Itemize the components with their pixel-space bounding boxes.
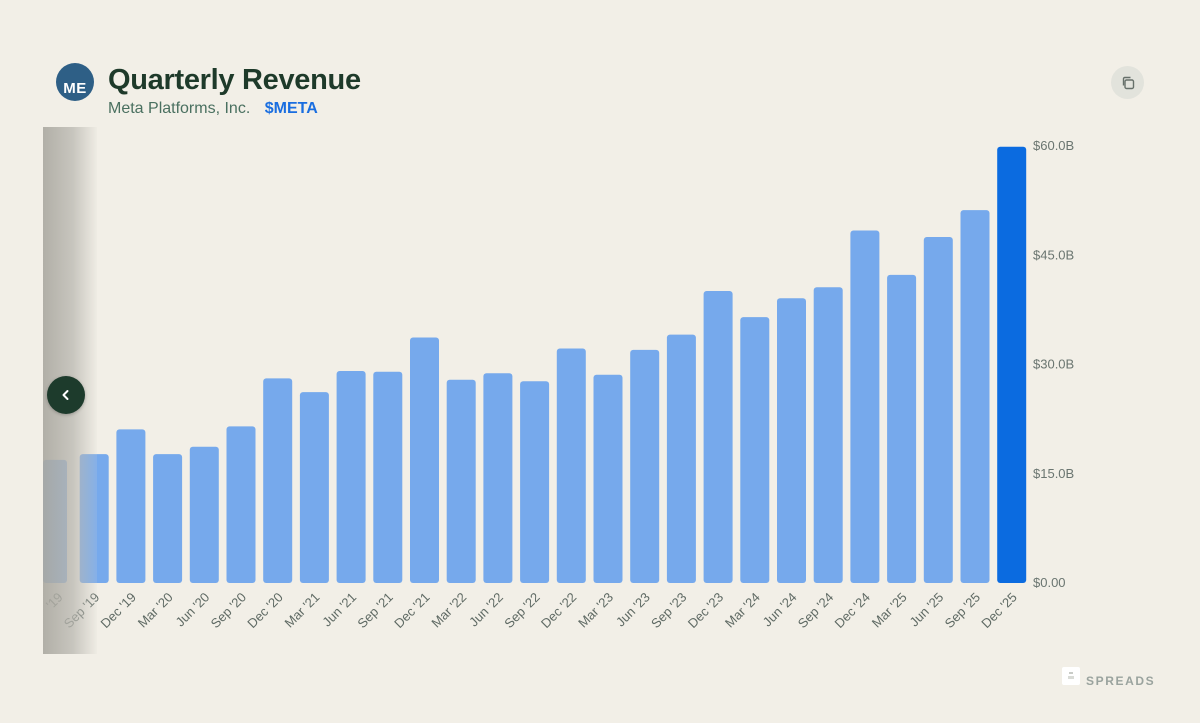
brand-logo — [1062, 667, 1080, 685]
x-tick-label: Mar '21 — [282, 590, 323, 631]
bar[interactable] — [43, 459, 67, 583]
x-tick-label: Dec '21 — [391, 590, 432, 631]
x-tick-label: Jun '25 — [906, 590, 946, 630]
x-tick-label: Sep '19 — [61, 590, 102, 631]
x-tick-label: Sep '20 — [208, 590, 249, 631]
bar[interactable] — [116, 429, 146, 583]
x-tick-label: Jun '22 — [466, 590, 506, 630]
x-tick-label: Jun '23 — [613, 590, 653, 630]
x-tick-label: Dec '20 — [244, 590, 285, 631]
bar[interactable] — [446, 379, 476, 583]
bar[interactable] — [997, 146, 1027, 583]
bar[interactable] — [960, 210, 990, 584]
bar[interactable] — [593, 374, 623, 583]
x-tick-label: Mar '25 — [869, 590, 910, 631]
x-tick-label: '19 — [43, 590, 66, 613]
y-tick-label: $0.00 — [1033, 575, 1066, 590]
x-tick-label: Sep '24 — [795, 590, 836, 631]
bar[interactable] — [483, 373, 513, 583]
x-tick-label: Dec '24 — [832, 590, 873, 631]
x-tick-label: Sep '21 — [354, 590, 395, 631]
bar[interactable] — [887, 274, 917, 583]
x-tick-label: Dec '23 — [685, 590, 726, 631]
y-tick-label: $15.0B — [1033, 466, 1074, 481]
x-tick-label: Mar '22 — [428, 590, 469, 631]
bar[interactable] — [410, 337, 439, 583]
bar[interactable] — [740, 317, 770, 583]
bar[interactable] — [666, 334, 696, 583]
x-tick-label: Sep '23 — [648, 590, 689, 631]
x-tick-label: Jun '21 — [319, 590, 359, 630]
y-tick-label: $45.0B — [1033, 247, 1074, 262]
x-tick-label: Mar '20 — [135, 590, 176, 631]
x-tick-label: Dec '19 — [98, 590, 139, 631]
bar[interactable] — [79, 454, 109, 583]
ticker-symbol: $META — [264, 100, 318, 117]
x-tick-label: Sep '25 — [942, 590, 983, 631]
copy-icon — [1122, 76, 1134, 89]
brand-watermark: SPREADS — [1062, 664, 1155, 688]
x-tick-label: Jun '24 — [760, 590, 800, 630]
chart-subtitle: Meta Platforms, Inc. $META — [108, 100, 318, 118]
bar[interactable] — [556, 348, 586, 583]
x-tick-label: Sep '22 — [501, 590, 542, 631]
bar[interactable] — [153, 454, 183, 583]
brand-name: SPREADS — [1086, 674, 1156, 688]
x-tick-label: Mar '23 — [575, 590, 616, 631]
bar[interactable] — [850, 230, 880, 583]
y-tick-label: $30.0B — [1033, 357, 1074, 372]
bar[interactable] — [336, 371, 366, 583]
company-name: Meta Platforms, Inc. — [108, 100, 251, 117]
bar[interactable] — [703, 290, 733, 583]
chevron-left-icon — [62, 390, 69, 400]
x-tick-label: Dec '22 — [538, 590, 579, 631]
x-tick-label: Jun '20 — [172, 590, 212, 630]
x-tick-label: Mar '24 — [722, 590, 763, 631]
bar[interactable] — [813, 287, 843, 583]
bar[interactable] — [520, 381, 550, 583]
copy-button[interactable] — [1111, 66, 1144, 99]
bar[interactable] — [226, 426, 256, 583]
bar[interactable] — [299, 392, 329, 583]
x-tick-label: Dec '25 — [978, 590, 1019, 631]
bar[interactable] — [373, 371, 403, 583]
bar[interactable] — [263, 378, 293, 583]
bar[interactable] — [630, 349, 660, 583]
y-tick-label: $60.0B — [1033, 138, 1074, 153]
bar[interactable] — [777, 298, 806, 583]
bar[interactable] — [923, 237, 953, 583]
page-title: Quarterly Revenue — [108, 64, 361, 96]
bar[interactable] — [189, 446, 219, 583]
scroll-left-button[interactable] — [47, 376, 85, 414]
company-logo: ME — [56, 63, 94, 101]
